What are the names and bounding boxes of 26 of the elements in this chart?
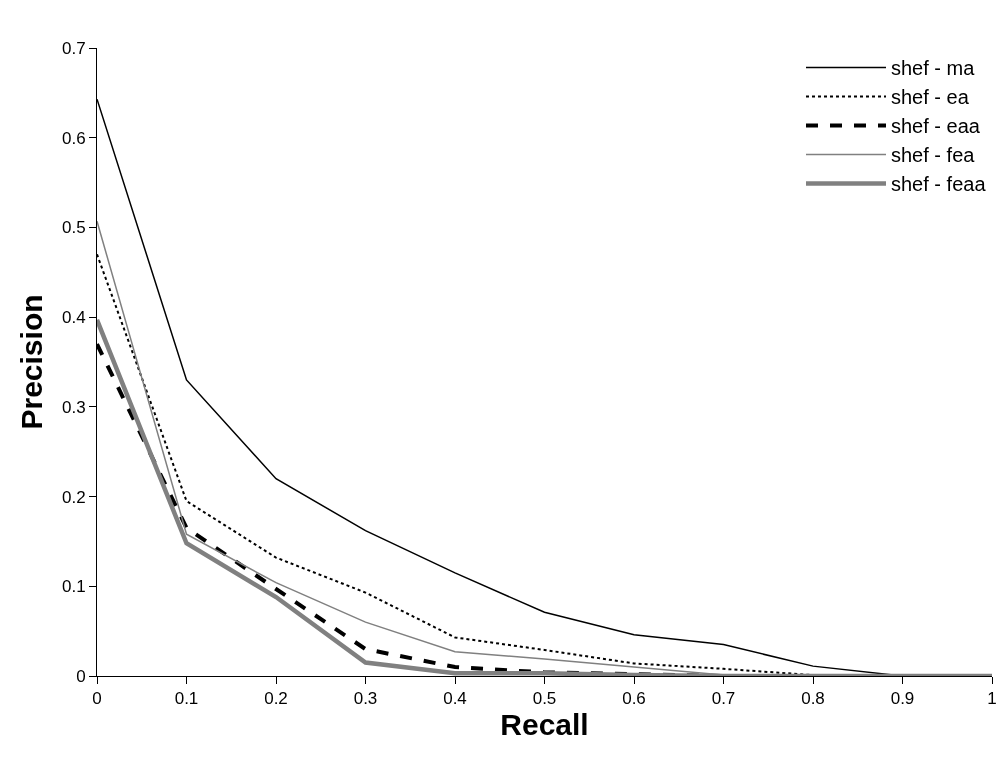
legend-label: shef - feaa — [891, 173, 987, 196]
y-tick-label: 0.5 — [61, 218, 86, 238]
x-tick-label: 0 — [92, 689, 102, 709]
y-tick-label: 0 — [76, 666, 86, 686]
x-tick-label: 0.1 — [174, 689, 199, 709]
x-tick-label: 0.5 — [532, 689, 557, 709]
x-tick-label: 0.3 — [353, 689, 378, 709]
x-tick-label: 0.8 — [801, 689, 825, 709]
y-tick-label: 0.1 — [61, 577, 86, 597]
x-tick-label: 0.9 — [890, 689, 915, 709]
y-tick-label: 0.2 — [61, 487, 86, 507]
legend-label: shef - fea — [891, 144, 976, 167]
legend-label: shef - eaa — [891, 115, 981, 138]
y-tick-label: 0.4 — [61, 308, 86, 328]
legend-label: shef - ea — [891, 86, 970, 109]
x-tick-label: 0.4 — [443, 689, 467, 709]
x-tick-label: 0.6 — [622, 689, 646, 709]
legend-label: shef - ma — [891, 57, 976, 80]
y-tick-label: 0.6 — [61, 128, 86, 148]
x-tick-label: 0.2 — [264, 689, 288, 709]
y-axis-title: Precision — [14, 294, 48, 430]
x-tick-label: 0.7 — [711, 689, 736, 709]
x-axis-title: Recall — [500, 708, 589, 742]
y-tick-label: 0.3 — [61, 397, 86, 417]
y-tick-label: 0.7 — [61, 38, 86, 58]
x-tick-label: 1 — [987, 689, 997, 709]
